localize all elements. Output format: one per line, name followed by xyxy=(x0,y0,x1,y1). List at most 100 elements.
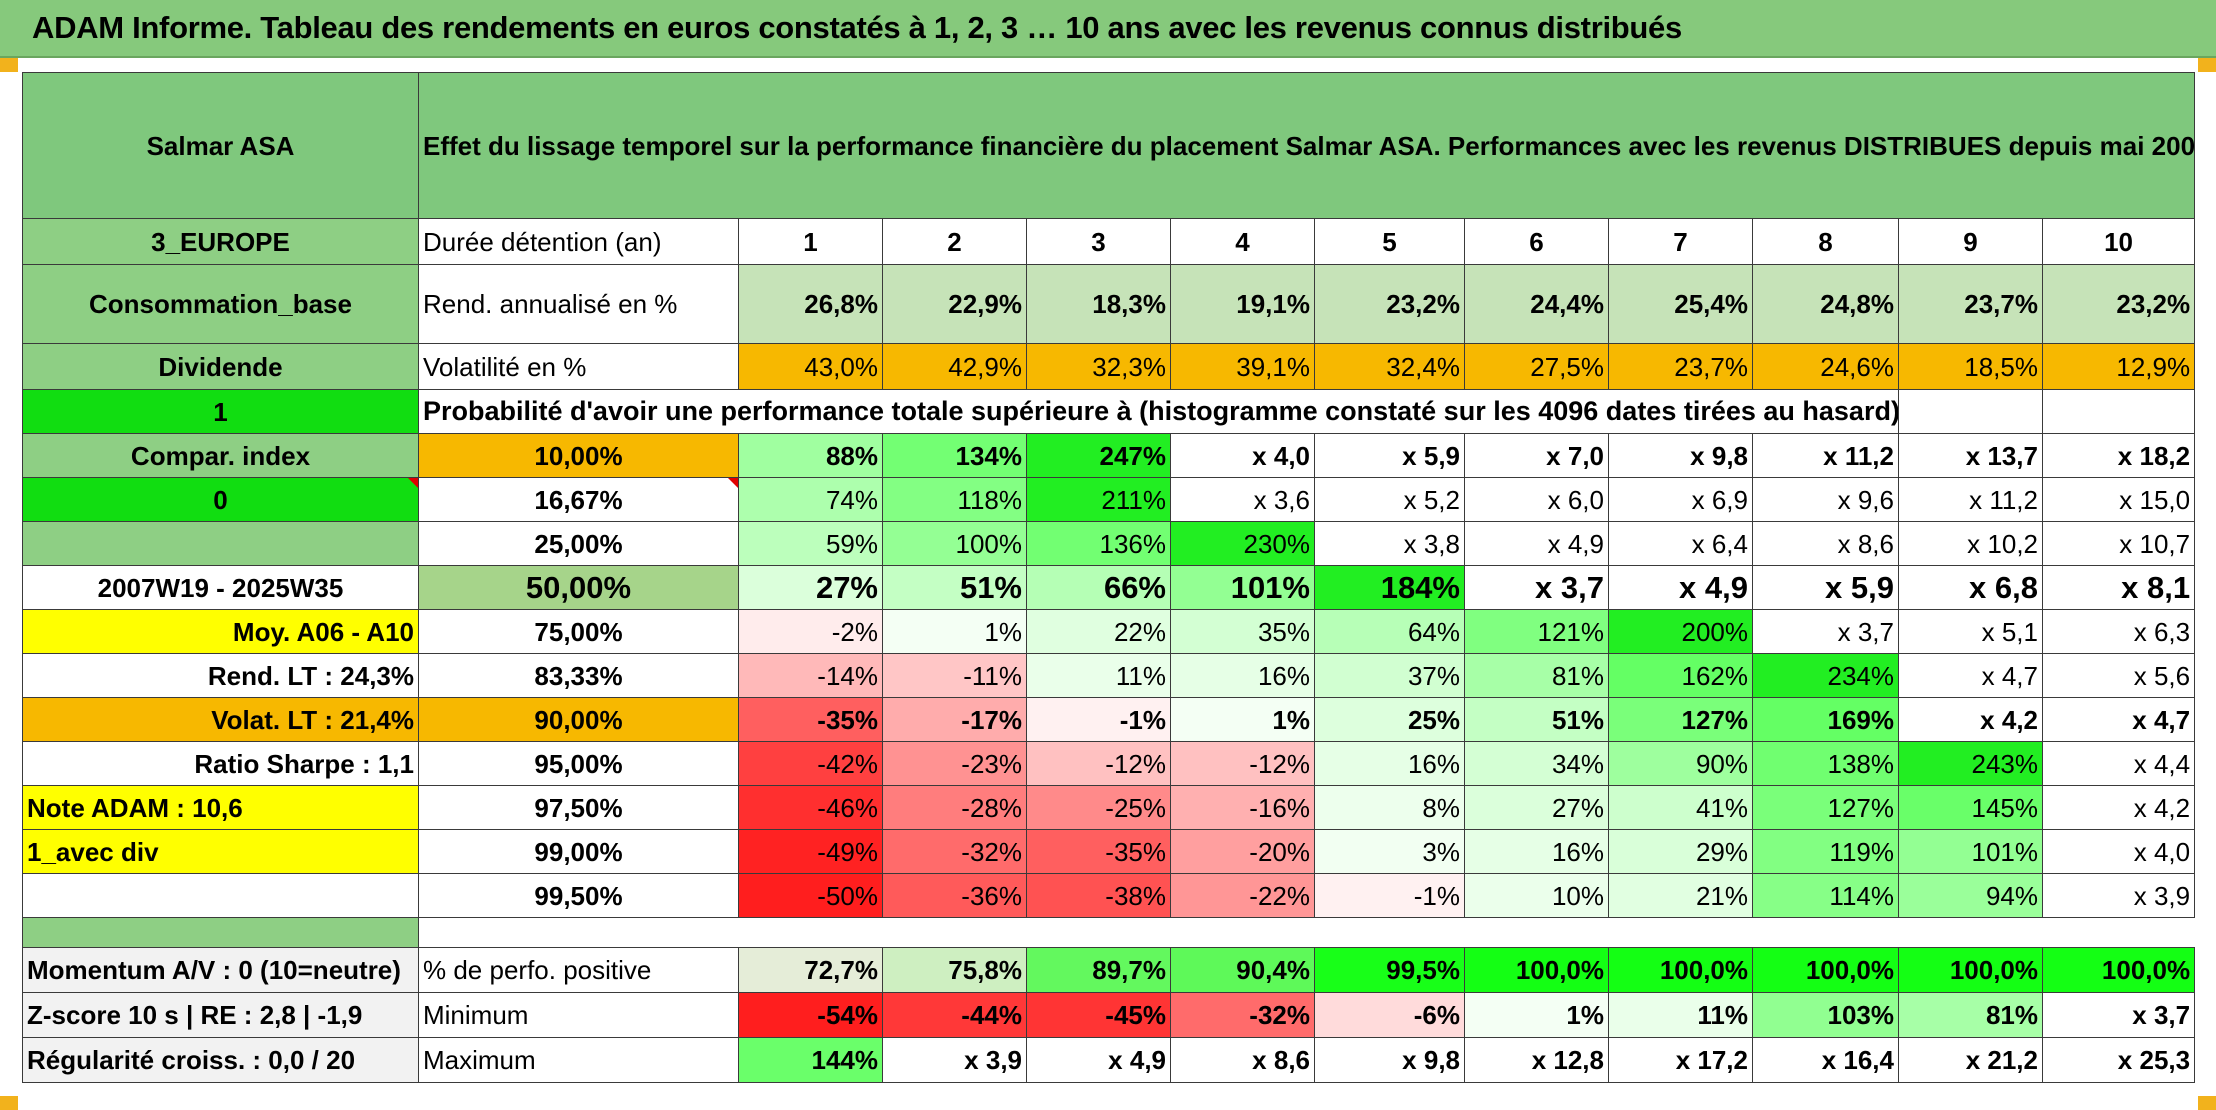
probability-value: 34% xyxy=(1464,741,1609,786)
probability-value: 138% xyxy=(1752,741,1899,786)
probability-value: x 11,2 xyxy=(1898,477,2043,522)
probability-value: 16% xyxy=(1314,741,1465,786)
positive-performance-value: 100,0% xyxy=(2041,947,2196,993)
probability-row: 0 16,67% 74% 118% 211% x 3,6 x 5,2 x 6,0 x 6,9 x … xyxy=(22,477,2196,522)
probability-value: 66% xyxy=(1026,565,1171,610)
probability-value: -12% xyxy=(1170,741,1315,786)
probability-value: -12% xyxy=(1026,741,1171,786)
probability-threshold: 99,50% xyxy=(418,873,739,918)
volatility-value: 24,6% xyxy=(1752,343,1899,390)
probability-value: x 4,4 xyxy=(2041,741,2196,786)
volatility-value: 43,0% xyxy=(738,343,883,390)
maximum-row: Régularité croiss. : 0,0 / 20 Maximum 14… xyxy=(22,1037,2196,1083)
probability-threshold: 99,00% xyxy=(418,829,739,874)
probability-threshold: 75,00% xyxy=(418,609,739,654)
probability-value: -16% xyxy=(1170,785,1315,830)
probability-value: 74% xyxy=(738,477,883,522)
performance-table: Salmar ASA Effet du lissage temporel sur… xyxy=(22,72,2196,1083)
minimum-value: -32% xyxy=(1170,992,1315,1038)
annualized-return-row: Consommation_base Rend. annualisé en % 2… xyxy=(22,264,2196,344)
probability-value: 21% xyxy=(1608,873,1753,918)
region-label: 3_EUROPE xyxy=(22,218,419,265)
zscore-label: Z-score 10 s | RE : 2,8 | -1,9 xyxy=(22,992,419,1038)
regularity-label: Régularité croiss. : 0,0 / 20 xyxy=(22,1037,419,1083)
probability-value: x 3,8 xyxy=(1314,521,1465,566)
probability-value: x 11,2 xyxy=(1752,433,1899,478)
probability-value: -49% xyxy=(738,829,883,874)
empty-cell xyxy=(2041,389,2196,434)
maximum-value: x 3,9 xyxy=(882,1037,1027,1083)
maximum-value: x 16,4 xyxy=(1752,1037,1899,1083)
year-header: 6 xyxy=(1464,218,1609,265)
fund-name: Salmar ASA xyxy=(22,72,419,219)
positive-performance-value: 99,5% xyxy=(1314,947,1465,993)
probability-value: -46% xyxy=(738,785,883,830)
volatility-value: 39,1% xyxy=(1170,343,1315,390)
probability-value: x 4,0 xyxy=(2041,829,2196,874)
volatility-value: 23,7% xyxy=(1608,343,1753,390)
probability-value: 16% xyxy=(1464,829,1609,874)
annualized-return-value: 23,2% xyxy=(2041,264,2196,344)
probability-value: x 4,9 xyxy=(1464,521,1609,566)
probability-value: x 13,7 xyxy=(1898,433,2043,478)
probability-value: x 3,6 xyxy=(1170,477,1315,522)
probability-value: x 3,7 xyxy=(1464,565,1609,610)
probability-value: -17% xyxy=(882,697,1027,742)
probability-rows: Compar. index 10,00% 88% 134% 247% x 4,0 x 5,9… xyxy=(22,433,2196,918)
year-header: 8 xyxy=(1752,218,1899,265)
volatility-value: 27,5% xyxy=(1464,343,1609,390)
probability-value: x 4,2 xyxy=(2041,785,2196,830)
probability-value: 64% xyxy=(1314,609,1465,654)
probability-row: Volat. LT : 21,4% 90,00% -35% -17% -1% 1% 25% 5… xyxy=(22,697,2196,742)
probability-value: x 10,7 xyxy=(2041,521,2196,566)
probability-value: x 4,9 xyxy=(1608,565,1753,610)
probability-value: -36% xyxy=(882,873,1027,918)
minimum-value: -54% xyxy=(738,992,883,1038)
probability-threshold: 90,00% xyxy=(418,697,739,742)
probability-value: 22% xyxy=(1026,609,1171,654)
probability-value: -32% xyxy=(882,829,1027,874)
probability-value: -20% xyxy=(1170,829,1315,874)
adam-note: Note ADAM : 10,6 xyxy=(22,785,419,830)
sharpe-ratio: Ratio Sharpe : 1,1 xyxy=(22,741,419,786)
positive-performance-label: % de perfo. positive xyxy=(418,947,739,993)
probability-value: 16% xyxy=(1170,653,1315,698)
probability-value: 51% xyxy=(1464,697,1609,742)
minimum-value: 103% xyxy=(1752,992,1899,1038)
spacer-cell xyxy=(22,917,419,948)
probability-value: 29% xyxy=(1608,829,1753,874)
probability-value: 114% xyxy=(1752,873,1899,918)
probability-title: Probabilité d'avoir une performance tota… xyxy=(418,389,1899,434)
probability-row: 1_avec div 99,00% -49% -32% -35% -20% 3% 16% 29%… xyxy=(22,829,2196,874)
probability-value: 162% xyxy=(1608,653,1753,698)
probability-value: 211% xyxy=(1026,477,1171,522)
probability-value: x 15,0 xyxy=(2041,477,2196,522)
probability-row: Moy. A06 - A10 75,00% -2% 1% 22% 35% 64% 121% 20… xyxy=(22,609,2196,654)
probability-value: 8% xyxy=(1314,785,1465,830)
annualized-return-value: 24,4% xyxy=(1464,264,1609,344)
probability-value: 90% xyxy=(1608,741,1753,786)
annualized-return-value: 23,7% xyxy=(1898,264,2043,344)
probability-value: 1% xyxy=(882,609,1027,654)
probability-value: -14% xyxy=(738,653,883,698)
volatility-row: Dividende Volatilité en % 43,0% 42,9% 32… xyxy=(22,343,2196,390)
annualized-return-value: 26,8% xyxy=(738,264,883,344)
report-title: ADAM Informe. Tableau des rendements en … xyxy=(32,10,1682,45)
dividend-value: 1 xyxy=(22,389,419,434)
probability-value: 243% xyxy=(1898,741,2043,786)
momentum-label: Momentum A/V : 0 (10=neutre) xyxy=(22,947,419,993)
probability-value: x 6,8 xyxy=(1898,565,2043,610)
sector-label: Consommation_base xyxy=(22,264,419,344)
probability-value: x 4,7 xyxy=(2041,697,2196,742)
dividend-mode: 1_avec div xyxy=(22,829,419,874)
compar-index-label: Compar. index xyxy=(22,433,419,478)
corner-marker xyxy=(0,58,18,72)
probability-value: 88% xyxy=(738,433,883,478)
probability-value: x 9,6 xyxy=(1752,477,1899,522)
probability-value: 230% xyxy=(1170,521,1315,566)
probability-value: -38% xyxy=(1026,873,1171,918)
probability-threshold: 95,00% xyxy=(418,741,739,786)
probability-value: 11% xyxy=(1026,653,1171,698)
probability-value: -1% xyxy=(1314,873,1465,918)
probability-value: 25% xyxy=(1314,697,1465,742)
